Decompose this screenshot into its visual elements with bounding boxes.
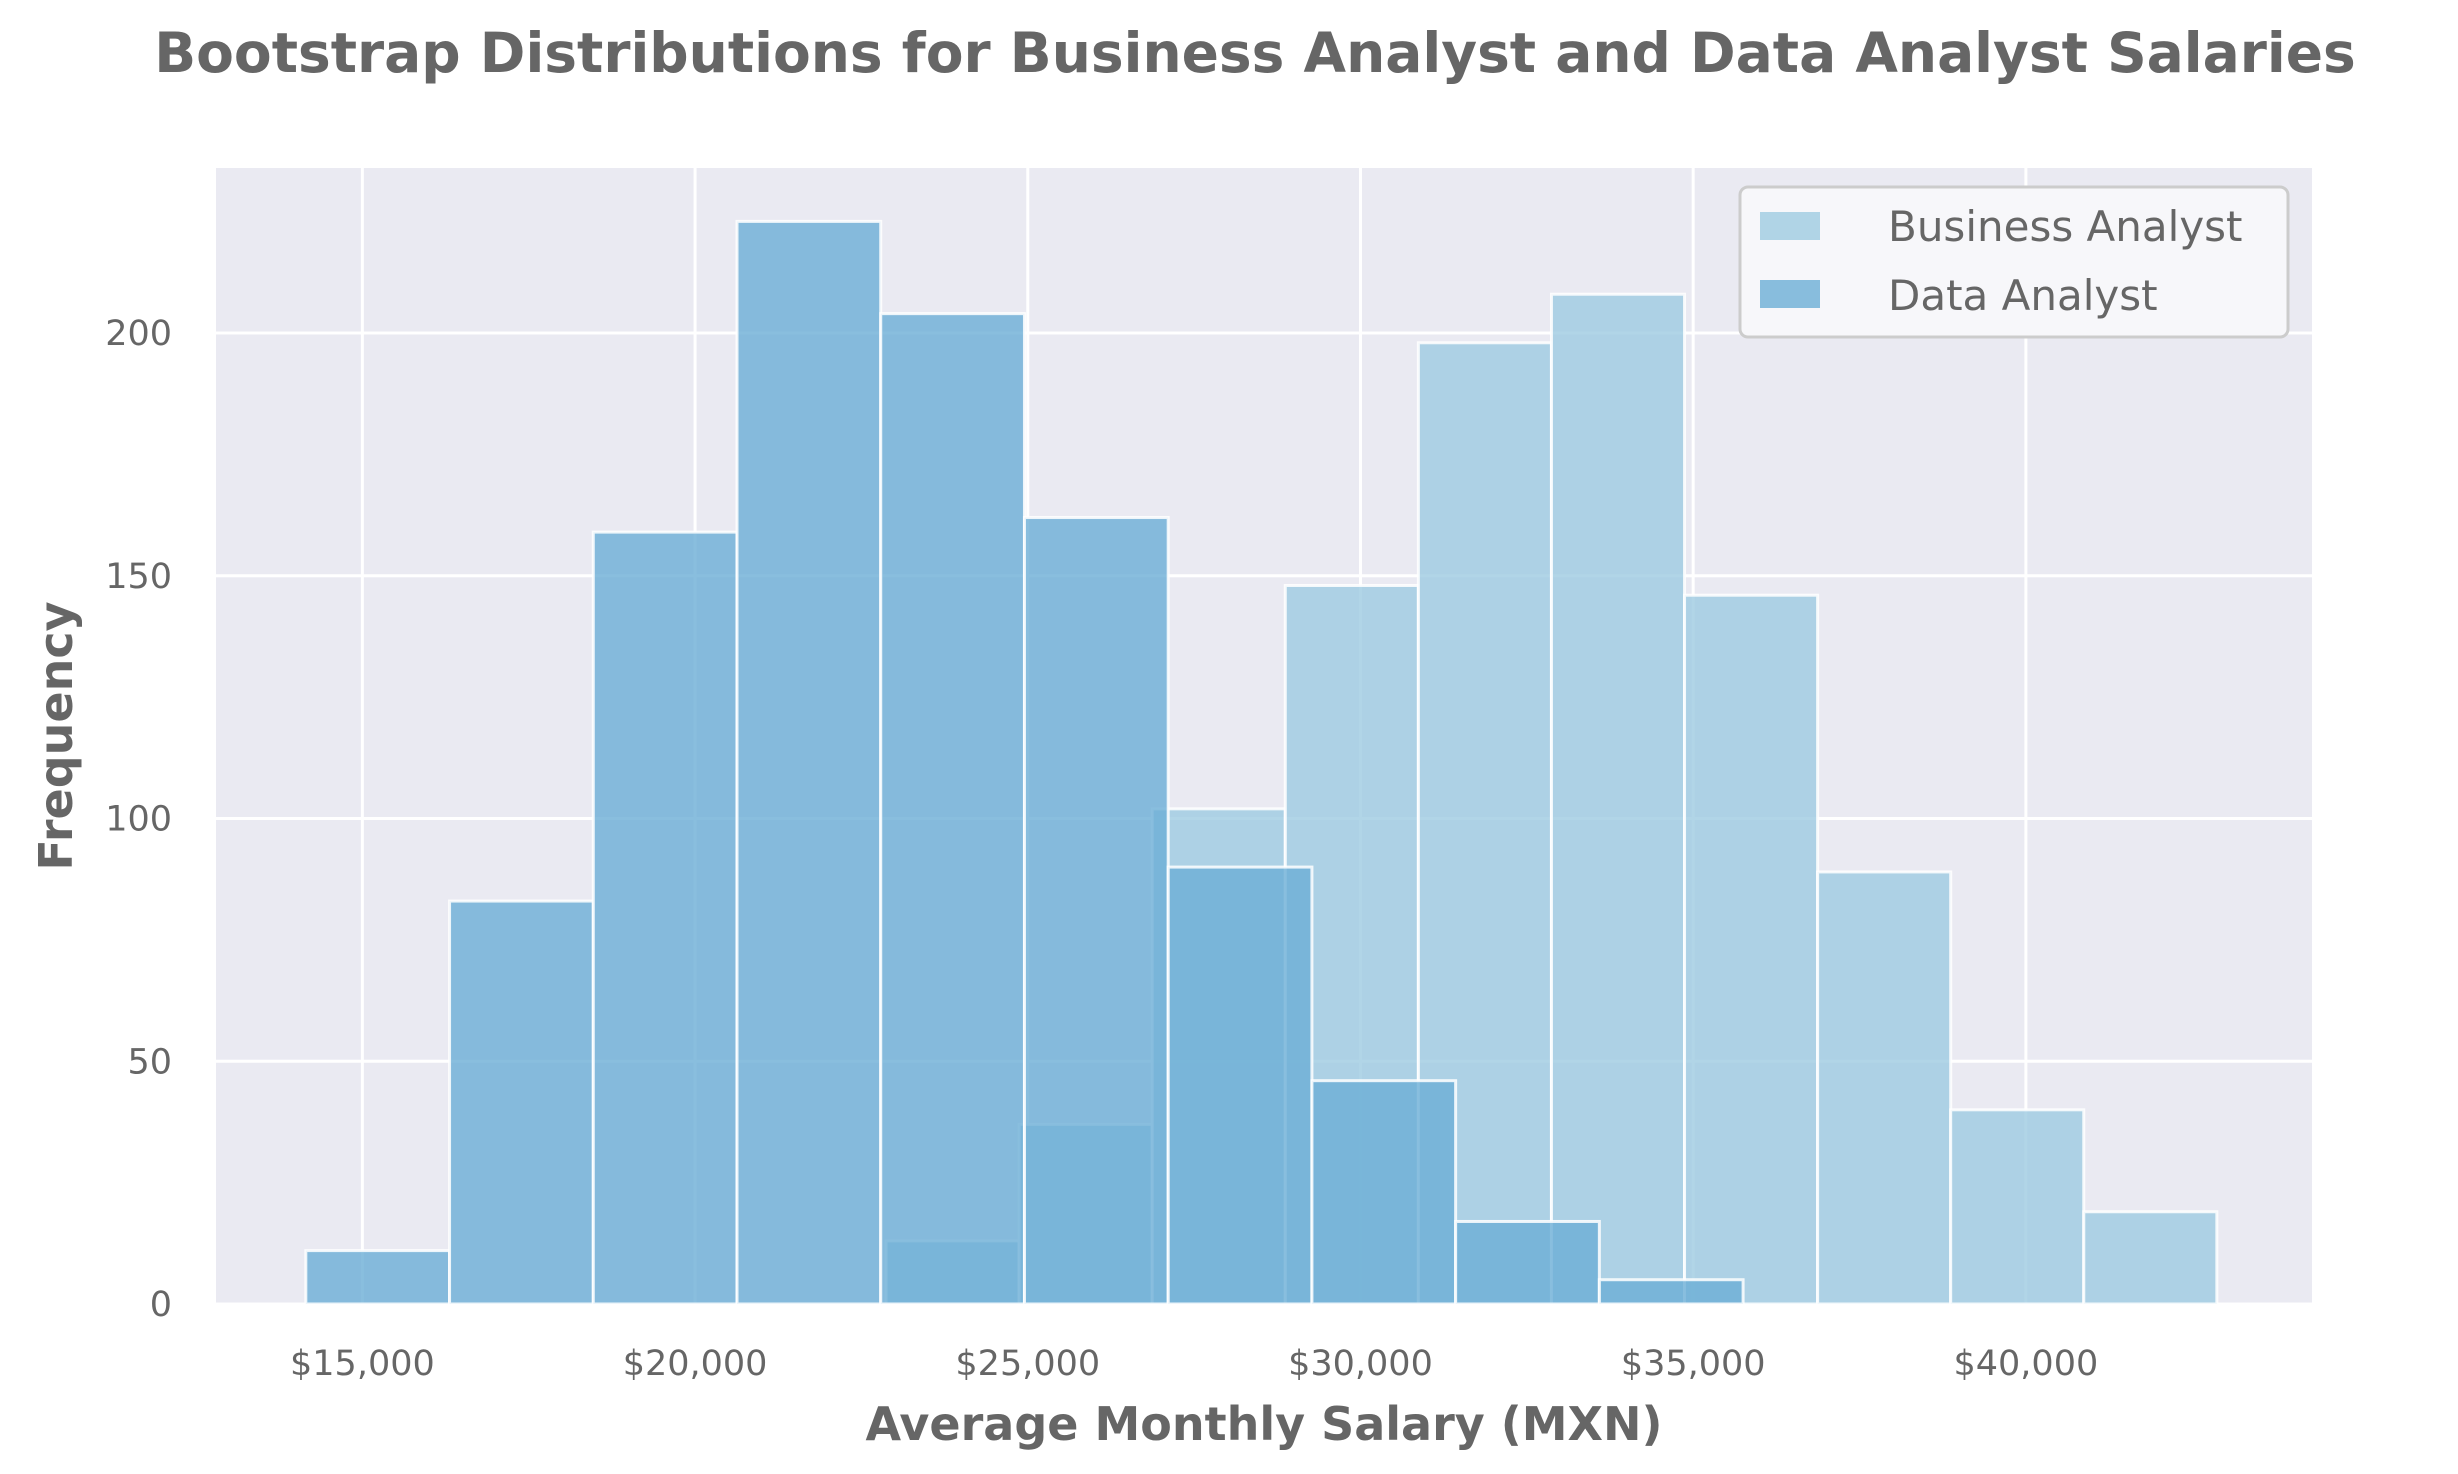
y-tick-label: 200 xyxy=(105,314,172,354)
x-axis-tick-labels: $15,000 $20,000 $25,000 $30,000 $35,000 $40,0… xyxy=(290,1344,2098,1384)
x-tick-label: $30,000 xyxy=(1288,1344,1433,1384)
x-tick-label: $40,000 xyxy=(1954,1344,2099,1384)
bar-data-analyst xyxy=(1454,1219,1601,1306)
x-tick-label: $15,000 xyxy=(290,1344,435,1384)
legend-swatch-business-analyst xyxy=(1760,212,1820,240)
x-tick-label: $35,000 xyxy=(1621,1344,1766,1384)
bar-business-analyst xyxy=(1683,593,1820,1306)
y-tick-label: 50 xyxy=(127,1042,172,1082)
histogram-bars xyxy=(304,219,2219,1306)
bar-data-analyst xyxy=(1597,1278,1745,1306)
y-tick-label: 150 xyxy=(105,557,172,597)
bar-business-analyst xyxy=(1816,870,1953,1306)
bar-data-analyst xyxy=(879,312,1026,1306)
chart-title: Bootstrap Distributions for Business Ana… xyxy=(154,21,2356,85)
x-axis-title: Average Monthly Salary (MXN) xyxy=(865,1397,1662,1451)
y-axis-title: Frequency xyxy=(29,601,83,870)
bar-business-analyst xyxy=(2082,1210,2219,1306)
x-tick-label: $20,000 xyxy=(623,1344,768,1384)
bar-data-analyst xyxy=(1166,865,1314,1306)
legend-frame xyxy=(1738,185,2290,339)
bar-data-analyst xyxy=(448,899,595,1306)
y-axis-tick-labels: 0 50 100 150 200 xyxy=(105,314,172,1325)
bar-data-analyst xyxy=(1310,1079,1458,1306)
y-tick-label: 0 xyxy=(150,1285,172,1325)
bar-data-analyst xyxy=(735,219,883,1306)
bar-business-analyst xyxy=(1549,292,1687,1306)
legend-swatch-data-analyst xyxy=(1760,280,1820,308)
bar-business-analyst xyxy=(1949,1108,2086,1306)
x-tick-label: $25,000 xyxy=(955,1344,1100,1384)
bar-data-analyst xyxy=(1022,516,1170,1306)
legend-label-data-analyst: Data Analyst xyxy=(1888,271,2158,320)
bar-data-analyst xyxy=(591,530,739,1306)
legend-label-business-analyst: Business Analyst xyxy=(1888,202,2243,251)
bar-data-analyst xyxy=(304,1249,452,1306)
y-tick-label: 100 xyxy=(105,800,172,840)
legend: Business Analyst Data Analyst xyxy=(1738,185,2290,339)
